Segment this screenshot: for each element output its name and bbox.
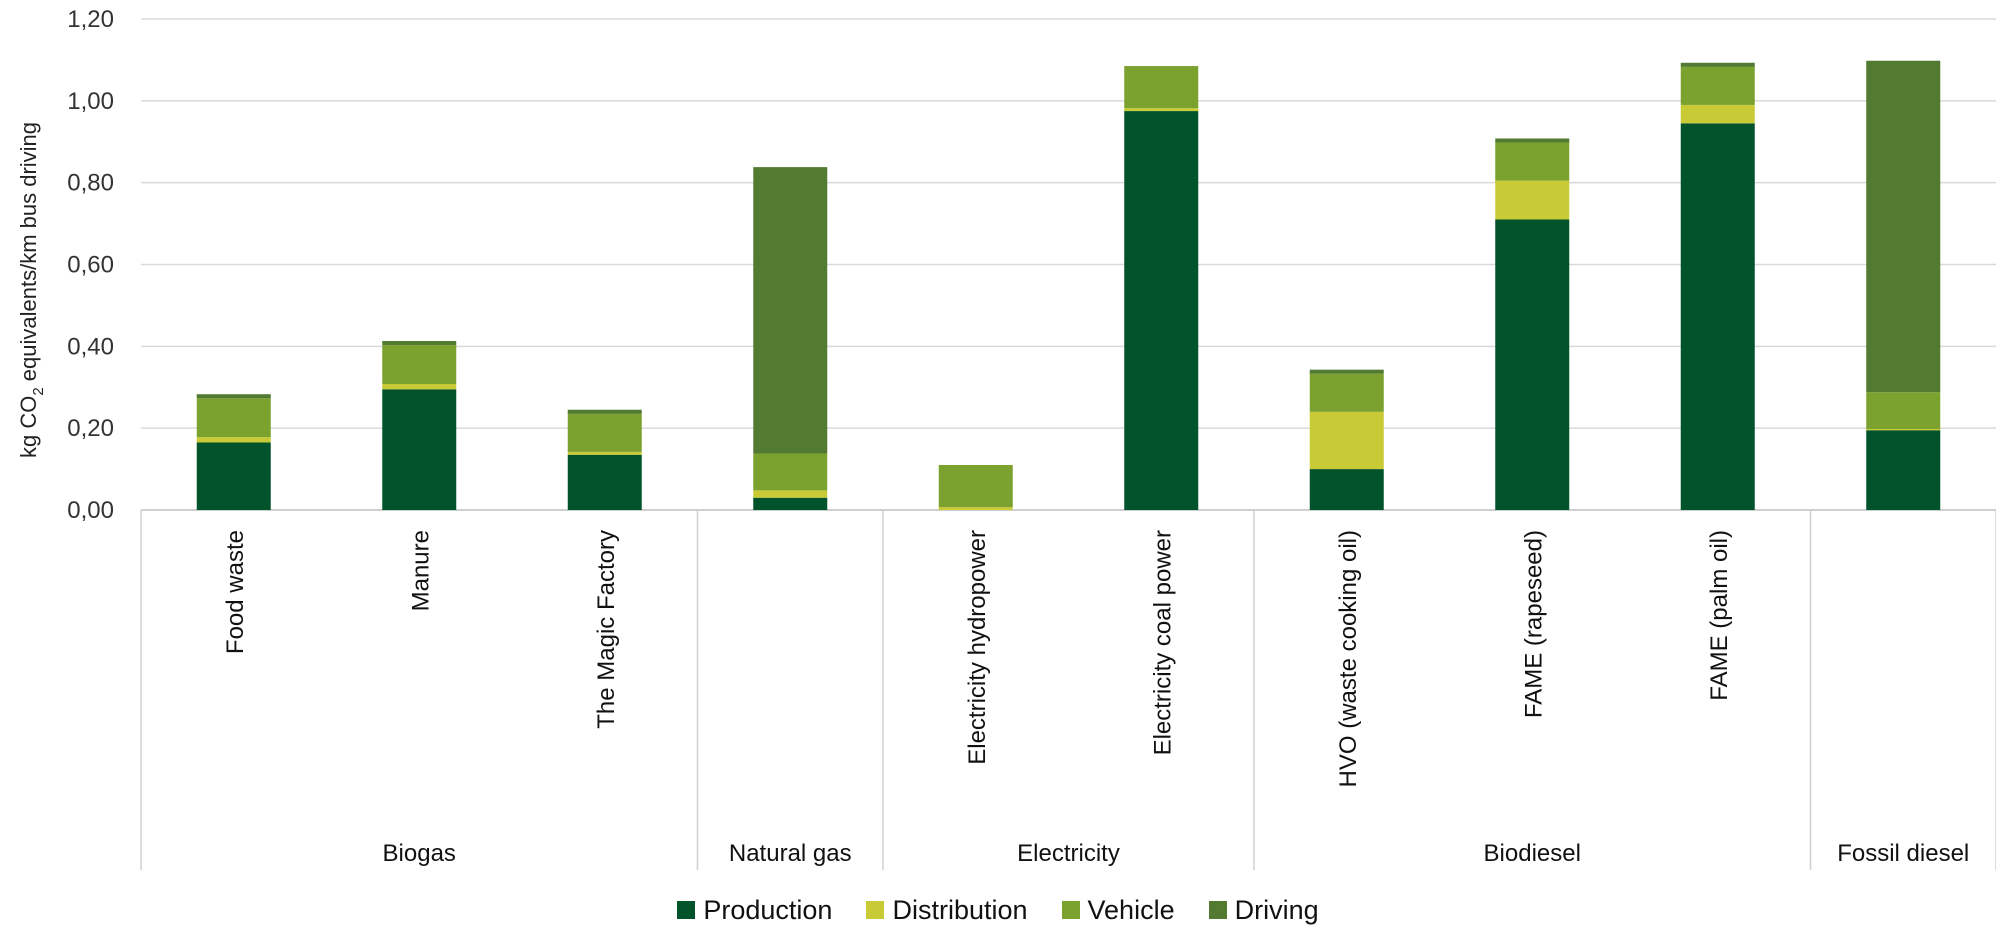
- group-label: Biogas: [383, 840, 456, 867]
- category-label: Electricity hydropower: [964, 530, 991, 765]
- bar-segment-driving: [1495, 138, 1570, 143]
- legend-item-driving: Driving: [1208, 894, 1319, 926]
- legend-item-production: Production: [677, 895, 832, 926]
- bar-segment-production: [1680, 123, 1755, 511]
- legend-label: Driving: [1234, 894, 1319, 925]
- bar-segment-distribution: [1680, 104, 1755, 124]
- bar-segment-vehicle: [567, 413, 642, 452]
- bar-segment-production: [1124, 111, 1199, 510]
- bar-segment-vehicle: [753, 453, 828, 491]
- category-label: HVO (waste cooking oil): [1335, 530, 1362, 787]
- y-axis-label: kg CO2 equivalents/km bus driving: [16, 122, 47, 458]
- group-label: Natural gas: [729, 840, 852, 867]
- legend-swatch: [1208, 901, 1227, 919]
- bar-segment-driving: [382, 341, 457, 346]
- y-tick-label: 1,00: [67, 88, 114, 115]
- legend-item-distribution: Distribution: [866, 894, 1028, 926]
- category-label: The Magic Factory: [593, 530, 620, 729]
- legend-label: Production: [703, 894, 833, 925]
- bar-segment-production: [753, 497, 828, 510]
- bar-segment-vehicle: [1124, 66, 1199, 109]
- bar-segment-driving: [1309, 369, 1384, 374]
- group-label: Fossil diesel: [1837, 840, 1969, 867]
- y-tick-label: 1,20: [67, 6, 114, 33]
- bar-segment-production: [1866, 430, 1941, 510]
- bar-segment-production: [1495, 219, 1570, 510]
- bar-segment-distribution: [382, 383, 457, 390]
- legend: Production Distribution Vehicle Driving: [0, 893, 1996, 927]
- y-tick-label: 0,20: [67, 415, 114, 442]
- bar-segment-distribution: [1866, 428, 1941, 431]
- bar-segment-vehicle: [1866, 392, 1941, 429]
- legend-label: Distribution: [892, 894, 1028, 925]
- legend-swatch: [677, 901, 696, 919]
- y-tick-label: 0,00: [67, 497, 114, 524]
- stacked-bar-chart: 0,00 0,20 0,40 0,60 0,80 1,00 1,20 Food waste M…: [16, 6, 1996, 870]
- group-label: Electricity: [1017, 840, 1120, 867]
- bar-segment-driving: [567, 409, 642, 414]
- bar-segment-driving: [1866, 60, 1941, 393]
- bar-segment-distribution: [196, 437, 271, 443]
- legend-swatch: [866, 901, 885, 919]
- bar-segment-distribution: [567, 451, 642, 455]
- bar-segment-vehicle: [938, 464, 1013, 508]
- category-label: FAME (palm oil): [1706, 530, 1733, 701]
- bar-segment-driving: [753, 167, 828, 454]
- category-label: FAME (rapeseed): [1520, 530, 1547, 718]
- legend-item-vehicle: Vehicle: [1061, 894, 1175, 926]
- category-axis: Food waste Manure The Magic Factory Electri…: [140, 510, 1996, 870]
- bar-segment-distribution: [1309, 411, 1384, 470]
- category-label: Manure: [407, 530, 434, 611]
- bar-segment-production: [382, 389, 457, 510]
- bar-segment-production: [1309, 469, 1384, 510]
- bar-segment-vehicle: [1680, 66, 1755, 105]
- legend-swatch: [1061, 901, 1080, 919]
- bar-segment-vehicle: [196, 398, 271, 438]
- legend-label: Vehicle: [1087, 894, 1175, 925]
- bar-segment-vehicle: [1495, 142, 1570, 181]
- y-tick-label: 0,80: [67, 170, 114, 197]
- category-label: Electricity coal power: [1149, 530, 1176, 755]
- group-label: Biodiesel: [1484, 840, 1581, 867]
- bar-segment-vehicle: [1309, 373, 1384, 412]
- bar-segment-vehicle: [382, 345, 457, 384]
- bar-segment-distribution: [1124, 108, 1199, 112]
- bar-segment-distribution: [1495, 180, 1570, 220]
- bar-segment-production: [196, 442, 271, 510]
- bar-segment-production: [567, 454, 642, 510]
- y-tick-label: 0,40: [67, 333, 114, 360]
- y-tick-labels: 0,00 0,20 0,40 0,60 0,80 1,00 1,20: [67, 6, 114, 524]
- y-tick-label: 0,60: [67, 252, 114, 279]
- bar-segment-driving: [196, 394, 271, 399]
- category-label: Food waste: [222, 530, 249, 654]
- bars: [196, 60, 1941, 511]
- bar-segment-distribution: [938, 507, 1013, 510]
- bar-segment-driving: [1680, 62, 1755, 67]
- bar-segment-distribution: [753, 490, 828, 498]
